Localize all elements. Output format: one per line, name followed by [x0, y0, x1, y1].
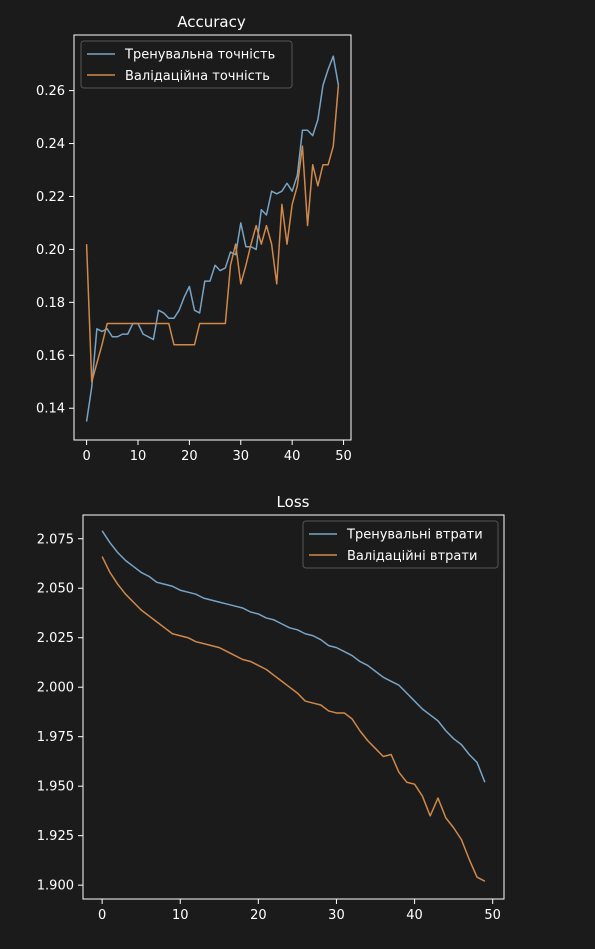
accuracy-y-tick-label: 0.20 [36, 243, 65, 258]
loss-plot-frame [82, 514, 505, 900]
accuracy-plot-area [85, 55, 340, 422]
accuracy-y-tick-label: 0.16 [36, 349, 65, 364]
accuracy-chart-title: Accuracy [177, 13, 246, 31]
loss-y-tick-label: 1.975 [37, 730, 74, 745]
accuracy-x-tick-label: 20 [181, 449, 198, 464]
accuracy-x-tick-label: 50 [335, 449, 352, 464]
accuracy-y-tick-label: 0.22 [36, 190, 65, 205]
loss-y-tick-label: 2.025 [37, 631, 74, 646]
loss-y-tick-label: 1.950 [37, 780, 74, 795]
accuracy-y-tick-label: 0.14 [36, 402, 65, 417]
accuracy-series-line-val [85, 85, 340, 383]
loss-plot-area [101, 530, 486, 882]
loss-chart-title: Loss [277, 493, 310, 511]
loss-y-tick-label: 1.925 [37, 829, 74, 844]
loss-y-tick-label: 1.900 [37, 879, 74, 894]
loss-y-tick-label: 2.075 [37, 532, 74, 547]
loss-x-tick-label: 30 [328, 908, 345, 923]
loss-legend-box [302, 520, 499, 569]
accuracy-y-tick-label: 0.18 [36, 296, 65, 311]
accuracy-x-tick-label: 10 [130, 449, 147, 464]
loss-x-tick-label: 0 [98, 908, 106, 923]
accuracy-y-tick-label: 0.24 [36, 137, 65, 152]
loss-x-tick-label: 10 [172, 908, 189, 923]
loss-x-tick-label: 20 [250, 908, 267, 923]
accuracy-legend: Тренувальна точність Валідаційна точніст… [80, 40, 293, 89]
accuracy-plot-frame [73, 34, 352, 441]
accuracy-y-tick-label: 0.26 [36, 84, 65, 99]
accuracy-x-tick-label: 30 [232, 449, 249, 464]
accuracy-series-line-train [85, 55, 340, 422]
accuracy-legend-label-val: Валідаційна точність [125, 69, 270, 84]
loss-axes: 0 10 20 30 40 50 1.900 1.925 1.950 1.975 2.000 2.02… [37, 532, 501, 923]
loss-series-line-val [101, 556, 486, 882]
accuracy-axes: 0 10 20 30 40 50 0.14 0.16 0.18 0.20 0.22 0.24 0.26 [36, 84, 352, 464]
accuracy-legend-label-train: Тренувальна точність [124, 48, 275, 63]
accuracy-x-tick-label: 0 [82, 449, 90, 464]
accuracy-legend-box [80, 40, 293, 89]
accuracy-chart: Accuracy 0 10 20 30 40 50 0.14 0.16 0.18 0.20 0.22… [36, 13, 352, 464]
loss-x-tick-label: 50 [484, 908, 501, 923]
loss-legend-label-train: Тренувальні втрати [346, 528, 483, 543]
loss-chart: Loss 0 10 20 30 40 50 1.900 1.925 1.950 1.975 2.00… [37, 493, 505, 923]
loss-y-tick-label: 2.000 [37, 681, 74, 696]
loss-legend: Тренувальні втрати Валідаційні втрати [302, 520, 499, 569]
loss-y-tick-label: 2.050 [37, 582, 74, 597]
loss-legend-label-val: Валідаційні втрати [347, 549, 477, 564]
accuracy-x-tick-label: 40 [284, 449, 301, 464]
loss-series-line-train [101, 530, 486, 783]
loss-x-tick-label: 40 [406, 908, 423, 923]
